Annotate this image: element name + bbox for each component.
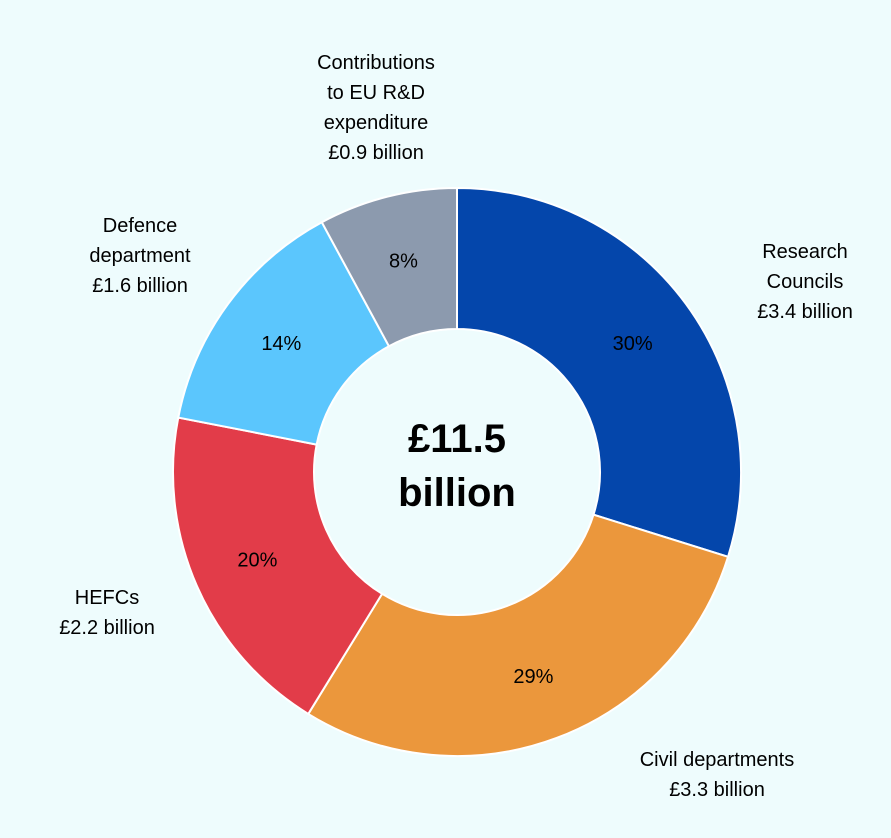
donut-slices	[172, 186, 742, 757]
percent-labels: 30% 29% 20% 14% 8%	[237, 251, 653, 688]
category-labels: Research Councils £3.4 billion Civil depart…	[59, 52, 853, 801]
category-label-civil-departments: Civil departments £3.3 billion	[640, 749, 795, 801]
category-label-line: HEFCs	[75, 587, 139, 609]
slice-civil-departments	[306, 513, 730, 757]
category-label-line: £2.2 billion	[59, 617, 155, 639]
category-label-line: £1.6 billion	[92, 275, 188, 297]
slice-defence-department	[177, 220, 391, 446]
category-label-line: to EU R&D	[327, 82, 425, 104]
category-label-contributions-to-eu-r-d-expenditure: Contributions to EU R&D expenditure £0.9 bi…	[317, 52, 435, 164]
category-label-defence-department: Defence department £1.6 billion	[89, 215, 191, 297]
percent-label-hefcs: 20%	[237, 550, 277, 572]
category-label-line: Defence	[103, 215, 178, 237]
percent-label-civil-departments: 29%	[513, 666, 553, 688]
category-label-line: Civil departments	[640, 749, 795, 771]
slice-research-councils	[456, 186, 742, 559]
center-total-label: £11.5	[408, 417, 506, 461]
category-label-line: £0.9 billion	[328, 142, 424, 164]
percent-label-defence-department: 14%	[261, 333, 301, 355]
category-label-line: department	[89, 245, 191, 267]
category-label-research-councils: Research Councils £3.4 billion	[757, 241, 853, 323]
slice-contributions-to-eu-r-d-expenditure	[320, 186, 458, 348]
category-label-line: Research	[762, 241, 848, 263]
category-label-line: Councils	[767, 271, 844, 293]
center-unit-label: billion	[398, 471, 516, 515]
category-label-line: Contributions	[317, 52, 435, 74]
slice-hefcs	[172, 416, 384, 716]
category-label-hefcs: HEFCs £2.2 billion	[59, 587, 155, 639]
percent-label-contributions-to-eu-r-d-expenditure: 8%	[389, 251, 418, 273]
category-label-line: expenditure	[324, 112, 429, 134]
category-label-line: £3.3 billion	[669, 779, 765, 801]
percent-label-research-councils: 30%	[613, 333, 653, 355]
category-label-line: £3.4 billion	[757, 301, 853, 323]
